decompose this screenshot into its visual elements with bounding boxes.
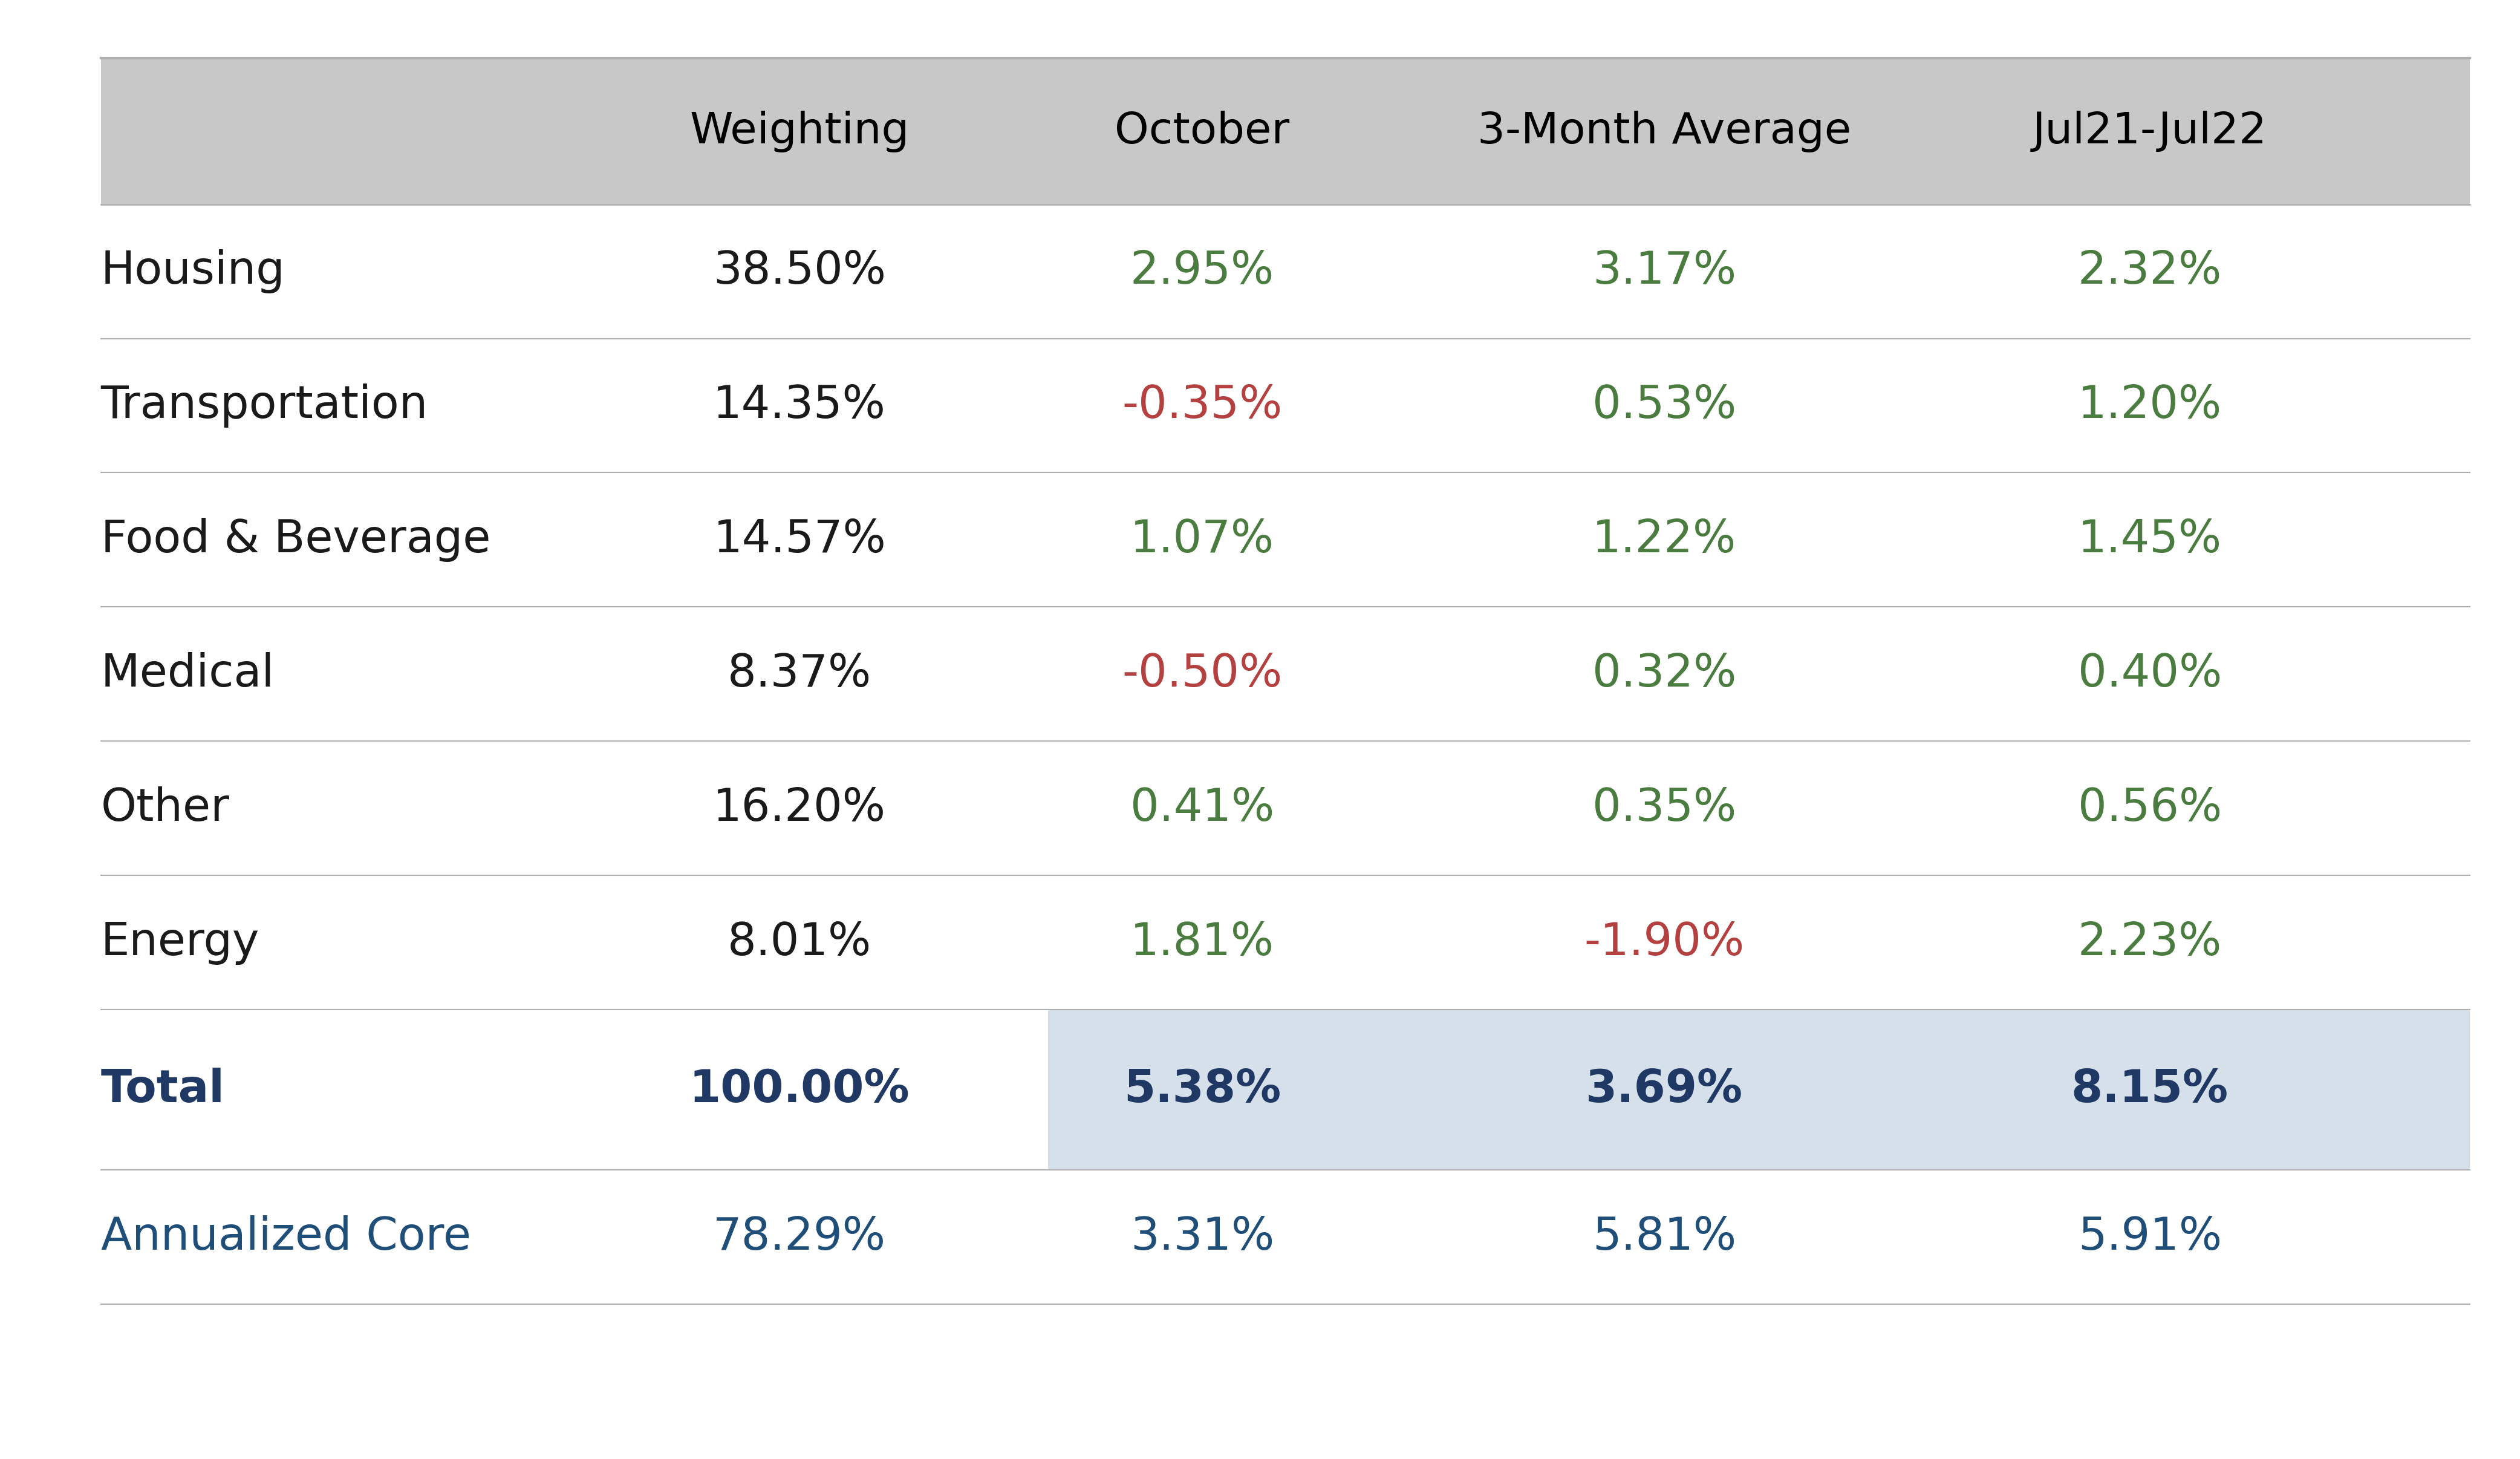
Text: 16.20%: 16.20% xyxy=(713,786,887,830)
Text: Food & Beverage: Food & Beverage xyxy=(101,518,491,562)
Text: 1.07%: 1.07% xyxy=(1131,518,1275,562)
Text: Medical: Medical xyxy=(101,652,275,696)
Text: 3.31%: 3.31% xyxy=(1131,1215,1275,1259)
Text: -0.35%: -0.35% xyxy=(1121,384,1283,427)
Text: 5.38%: 5.38% xyxy=(1124,1068,1280,1112)
Text: 78.29%: 78.29% xyxy=(713,1215,887,1259)
Text: 8.15%: 8.15% xyxy=(2071,1068,2228,1112)
Text: 5.81%: 5.81% xyxy=(1593,1215,1736,1259)
Text: Weighting: Weighting xyxy=(690,111,910,152)
Text: 100.00%: 100.00% xyxy=(690,1068,910,1112)
Text: Energy: Energy xyxy=(101,921,260,964)
Text: 0.35%: 0.35% xyxy=(1593,786,1736,830)
Text: 1.81%: 1.81% xyxy=(1131,921,1275,964)
Text: Transportation: Transportation xyxy=(101,384,428,427)
Text: Housing: Housing xyxy=(101,249,285,293)
Text: 0.32%: 0.32% xyxy=(1593,652,1736,696)
Text: 14.57%: 14.57% xyxy=(713,518,887,562)
Text: Total: Total xyxy=(101,1068,224,1112)
Text: Other: Other xyxy=(101,786,229,830)
Text: 1.20%: 1.20% xyxy=(2079,384,2223,427)
Text: 3-Month Average: 3-Month Average xyxy=(1477,111,1852,152)
Text: 3.17%: 3.17% xyxy=(1593,249,1736,293)
Text: 2.32%: 2.32% xyxy=(2076,249,2223,293)
Text: 38.50%: 38.50% xyxy=(713,249,887,293)
Bar xyxy=(1048,1010,2470,1170)
Text: 2.95%: 2.95% xyxy=(1131,249,1275,293)
Text: October: October xyxy=(1114,111,1290,152)
Text: 5.91%: 5.91% xyxy=(2079,1215,2223,1259)
Text: 3.69%: 3.69% xyxy=(1585,1068,1744,1112)
Text: 14.35%: 14.35% xyxy=(713,384,887,427)
Text: 8.01%: 8.01% xyxy=(728,921,872,964)
Text: 0.40%: 0.40% xyxy=(2076,652,2223,696)
Text: 0.41%: 0.41% xyxy=(1131,786,1275,830)
Bar xyxy=(101,58,2470,204)
Text: 1.45%: 1.45% xyxy=(2079,518,2223,562)
Text: 0.56%: 0.56% xyxy=(2079,786,2223,830)
Text: Annualized Core: Annualized Core xyxy=(101,1215,471,1259)
Text: 8.37%: 8.37% xyxy=(728,652,872,696)
Text: -1.90%: -1.90% xyxy=(1585,921,1744,964)
Text: Jul21-Jul22: Jul21-Jul22 xyxy=(2034,111,2268,152)
Text: 0.53%: 0.53% xyxy=(1593,384,1736,427)
Text: 1.22%: 1.22% xyxy=(1593,518,1736,562)
Text: 2.23%: 2.23% xyxy=(2076,921,2223,964)
Text: -0.50%: -0.50% xyxy=(1121,652,1283,696)
